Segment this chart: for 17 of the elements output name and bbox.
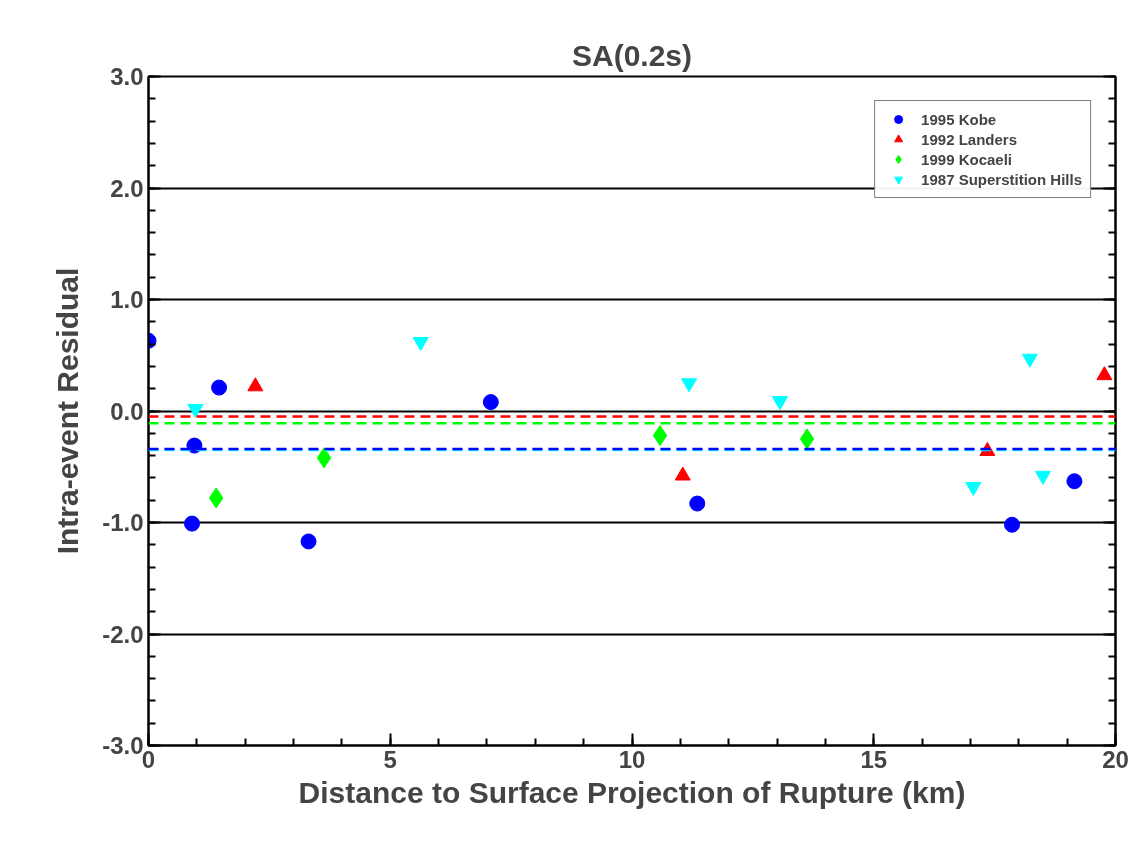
legend-label: 1987 Superstition Hills [921, 170, 1082, 188]
y-tick-label: 3.0 [110, 63, 144, 90]
x-tick-label: 20 [1102, 745, 1129, 773]
y-tick-label: 2.0 [110, 174, 144, 202]
x-tick-label: 10 [618, 745, 646, 773]
y-tick-label: -2.0 [102, 620, 144, 648]
y-axis-title: Intra-event Residual [51, 267, 85, 555]
legend-label: 1999 Kocaeli [921, 150, 1013, 168]
legend-label: 1995 Kobe [921, 110, 997, 128]
y-tick-label: 0.0 [110, 397, 144, 425]
y-tick-label: -1.0 [102, 509, 144, 536]
x-tick-label: 5 [383, 745, 397, 773]
x-axis-title: Distance to Surface Projection of Rupture (km) [298, 775, 966, 809]
x-tick-label: 15 [860, 745, 888, 773]
y-tick-label: 1.0 [110, 286, 144, 313]
chart-title: SA(0.2s) [571, 38, 693, 72]
legend-label: 1992 Landers [921, 130, 1017, 148]
